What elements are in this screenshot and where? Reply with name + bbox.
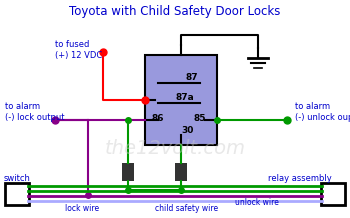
Text: 86: 86 [152, 114, 164, 123]
Text: 30: 30 [182, 126, 194, 135]
Text: 87a: 87a [176, 92, 194, 102]
Text: 85: 85 [194, 114, 206, 123]
Text: the12volt.com: the12volt.com [105, 138, 245, 157]
Text: unlock wire: unlock wire [235, 198, 279, 206]
Text: lock wire: lock wire [65, 203, 99, 213]
Text: to alarm
(-) unlock ouput: to alarm (-) unlock ouput [295, 102, 350, 122]
Bar [122, 163, 134, 181]
Text: relay assembly: relay assembly [268, 174, 332, 182]
Bar [5, 183, 29, 205]
Text: 87: 87 [186, 73, 198, 82]
Text: to alarm
(-) lock output: to alarm (-) lock output [5, 102, 64, 122]
Text: to fused
(+) 12 VDC: to fused (+) 12 VDC [55, 40, 102, 60]
Text: switch: switch [4, 174, 30, 182]
Bar [145, 55, 217, 145]
Text: Toyota with Child Safety Door Locks: Toyota with Child Safety Door Locks [69, 5, 281, 17]
Bar [321, 183, 345, 205]
Bar [175, 163, 187, 181]
Text: child safety wire: child safety wire [155, 203, 218, 213]
